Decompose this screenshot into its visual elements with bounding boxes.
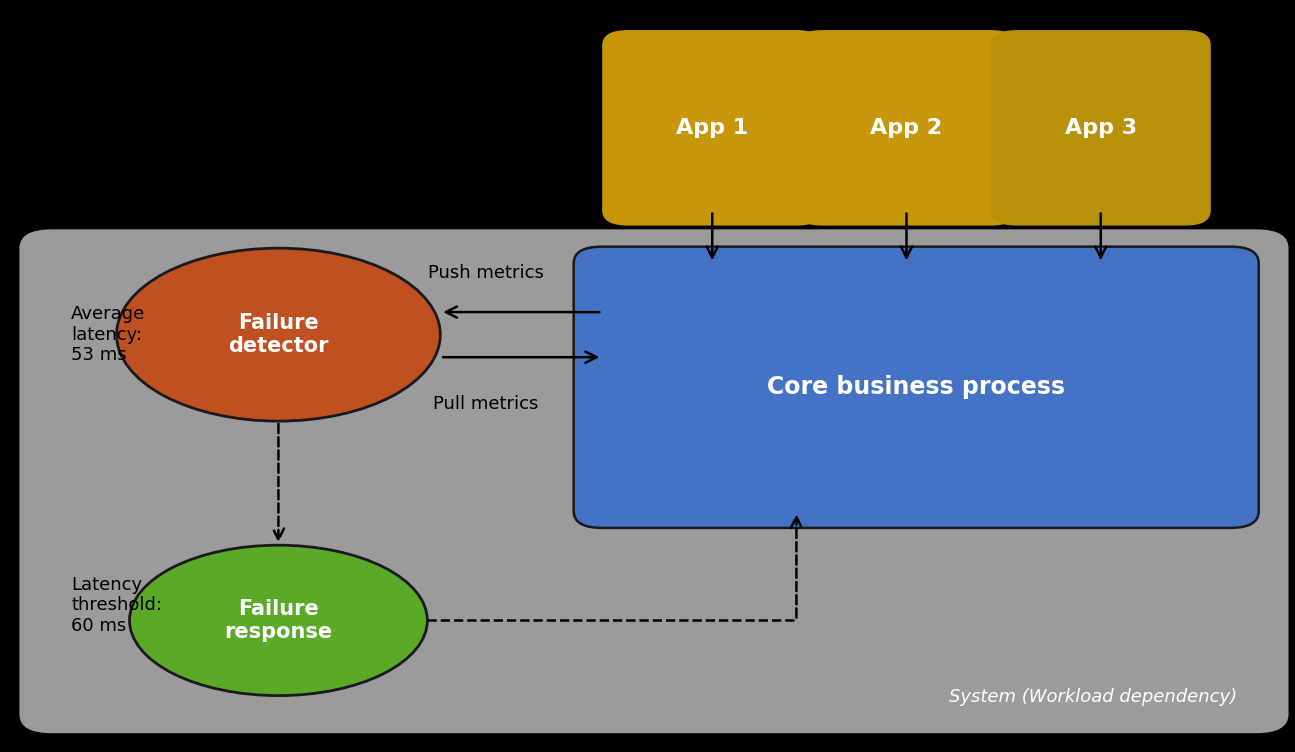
Text: Core business process: Core business process: [767, 375, 1066, 399]
Ellipse shape: [130, 545, 427, 696]
Text: Latency
threshold:
60 ms: Latency threshold: 60 ms: [71, 575, 162, 635]
Text: Failure
response: Failure response: [224, 599, 333, 642]
Text: Failure
detector: Failure detector: [228, 313, 329, 356]
Text: App 2: App 2: [870, 118, 943, 138]
Ellipse shape: [117, 248, 440, 421]
Text: App 3: App 3: [1064, 118, 1137, 138]
Text: App 1: App 1: [676, 118, 749, 138]
Text: Push metrics: Push metrics: [427, 264, 544, 282]
Text: Pull metrics: Pull metrics: [433, 395, 539, 413]
Text: Average
latency:
53 ms: Average latency: 53 ms: [71, 305, 145, 365]
Text: System (Workload dependency): System (Workload dependency): [949, 688, 1237, 706]
FancyBboxPatch shape: [602, 30, 822, 226]
FancyBboxPatch shape: [796, 30, 1017, 226]
FancyBboxPatch shape: [991, 30, 1211, 226]
FancyBboxPatch shape: [19, 229, 1289, 733]
FancyBboxPatch shape: [574, 247, 1259, 528]
